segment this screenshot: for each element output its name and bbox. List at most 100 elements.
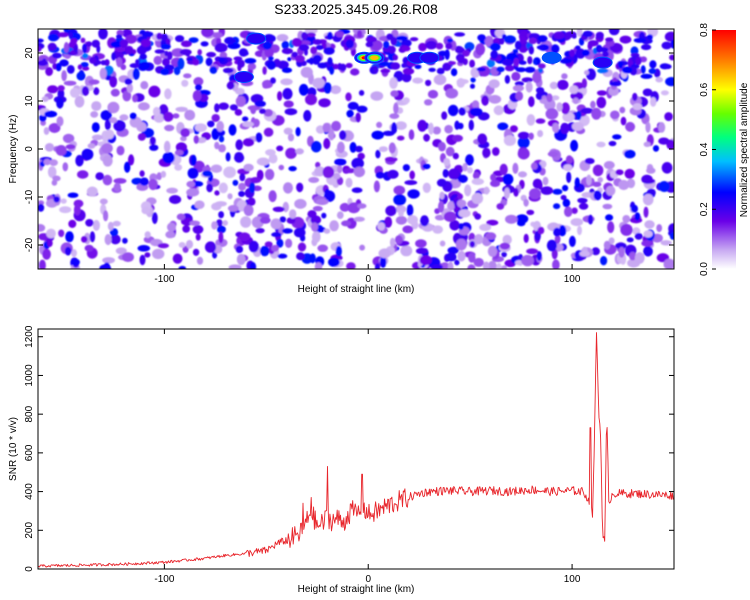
spectrogram-cell xyxy=(129,63,140,69)
spectrogram-cell xyxy=(418,42,427,52)
spectrogram-cell xyxy=(401,72,412,83)
spectrogram-cell xyxy=(442,168,449,178)
spectrogram-cell xyxy=(327,32,333,40)
spectrogram-cell xyxy=(629,251,637,261)
y-tick-label: 200 xyxy=(24,522,35,539)
spectrogram-cell xyxy=(165,38,171,44)
spectrogram-cell xyxy=(515,67,527,73)
spectrogram-cell xyxy=(262,79,273,89)
spectrogram-cell xyxy=(322,122,331,133)
spectrogram-cell xyxy=(315,198,329,206)
y-tick-label: 800 xyxy=(24,405,35,422)
spectrogram-cell xyxy=(232,179,239,186)
spectrogram-cell xyxy=(622,215,631,223)
spectrogram-cell xyxy=(67,192,79,198)
spectrogram-cell xyxy=(377,222,386,231)
spectrogram-cell xyxy=(389,113,400,119)
spectrogram-cell xyxy=(49,159,58,167)
spectrogram-cell xyxy=(523,233,529,243)
spectrogram-cell xyxy=(391,122,398,134)
spectrogram-cell xyxy=(537,35,548,43)
spectrogram-cell xyxy=(537,130,544,138)
spectrogram-cell xyxy=(212,32,223,39)
spectrogram-cell xyxy=(469,59,475,68)
spectrogram-cell xyxy=(634,252,645,264)
spectrogram-cell xyxy=(528,132,534,140)
spectrogram-cell xyxy=(641,44,652,51)
spectrogram-cell xyxy=(109,117,118,124)
spectrogram-cell xyxy=(122,252,134,262)
spectrogram-cell xyxy=(443,158,451,166)
spectrogram-cell xyxy=(315,161,321,169)
spectrogram-cell xyxy=(248,240,259,253)
spectrogram-cell xyxy=(563,164,573,172)
spectrogram-cell xyxy=(141,31,154,38)
spectrogram-cell xyxy=(345,92,352,102)
spectrogram-cell xyxy=(444,124,453,134)
spectrogram-cell xyxy=(89,56,97,64)
spectrogram-cell xyxy=(238,190,246,197)
spectrogram-cell xyxy=(414,64,422,70)
spectrogram-cell xyxy=(439,240,446,247)
spectrogram-cell xyxy=(329,220,339,232)
spectrogram-cell xyxy=(624,149,636,159)
spectrogram-cell xyxy=(201,29,214,38)
spectrogram-cell xyxy=(407,189,420,199)
spectrogram-cell xyxy=(482,261,490,269)
spectrogram-cell xyxy=(447,201,455,211)
spectrogram-cell xyxy=(259,216,271,224)
spectrogram-cell xyxy=(178,265,187,269)
spectrogram-cell xyxy=(137,245,151,252)
spectrogram-cell xyxy=(571,207,578,214)
spectrogram-cell xyxy=(242,121,255,128)
spectrogram-cell xyxy=(347,202,361,214)
spectrogram-cell xyxy=(619,35,632,44)
spectrogram-cell xyxy=(487,245,498,257)
spectrogram-cell xyxy=(225,38,237,43)
spectrogram-cell xyxy=(218,182,228,194)
spectrogram-cell xyxy=(652,145,660,152)
spectrogram-cell xyxy=(80,37,86,43)
y-tick-label: 1000 xyxy=(24,364,35,387)
spectrogram-cell xyxy=(167,222,176,232)
spectrogram-cell xyxy=(605,185,616,196)
spectrogram-cell xyxy=(393,185,406,195)
spectrogram-cell xyxy=(512,162,519,174)
spectrogram-cell xyxy=(76,71,86,81)
spectrogram-cell xyxy=(88,79,100,85)
spectrogram-cell xyxy=(439,191,445,200)
spectrogram-cell xyxy=(183,73,192,79)
spectrogram-cell xyxy=(496,66,505,73)
spectrogram-cell xyxy=(86,186,98,197)
spectrogram-cell xyxy=(578,202,589,210)
spectrogram-cell xyxy=(608,29,620,36)
spectrogram-cell xyxy=(553,203,561,210)
spectrogram-hotspot xyxy=(247,33,266,44)
spectrogram-cell xyxy=(493,105,504,116)
spectrogram-cell xyxy=(247,62,257,71)
spectrogram-cell xyxy=(465,154,474,166)
spectrogram-cell xyxy=(310,141,322,153)
spectrogram-cell xyxy=(181,79,189,87)
spectrogram-cell xyxy=(276,145,284,152)
spectrogram-cell xyxy=(186,188,200,197)
spectrogram-cell xyxy=(660,240,672,246)
spectrogram-cell xyxy=(317,244,329,252)
spectrogram-cell xyxy=(218,102,229,110)
spectrogram-cell xyxy=(311,231,321,243)
spectrogram-cell xyxy=(194,123,207,132)
spectrogram-cell xyxy=(38,233,49,241)
spectrogram-cell xyxy=(55,145,67,156)
spectrogram-cell xyxy=(587,42,593,50)
spectrogram-cell xyxy=(163,140,171,153)
spectrogram-cell xyxy=(287,133,295,142)
spectrogram-cell xyxy=(167,51,173,60)
spectrogram-cell xyxy=(483,186,490,195)
spectrogram-cell xyxy=(423,133,430,142)
spectrogram-cell xyxy=(445,252,457,262)
spectrogram-cell xyxy=(592,164,604,177)
snr-series-line xyxy=(38,332,674,568)
spectrogram-cell xyxy=(390,90,399,97)
spectrogram-cell xyxy=(635,56,642,66)
spectrogram-cell xyxy=(255,132,263,143)
